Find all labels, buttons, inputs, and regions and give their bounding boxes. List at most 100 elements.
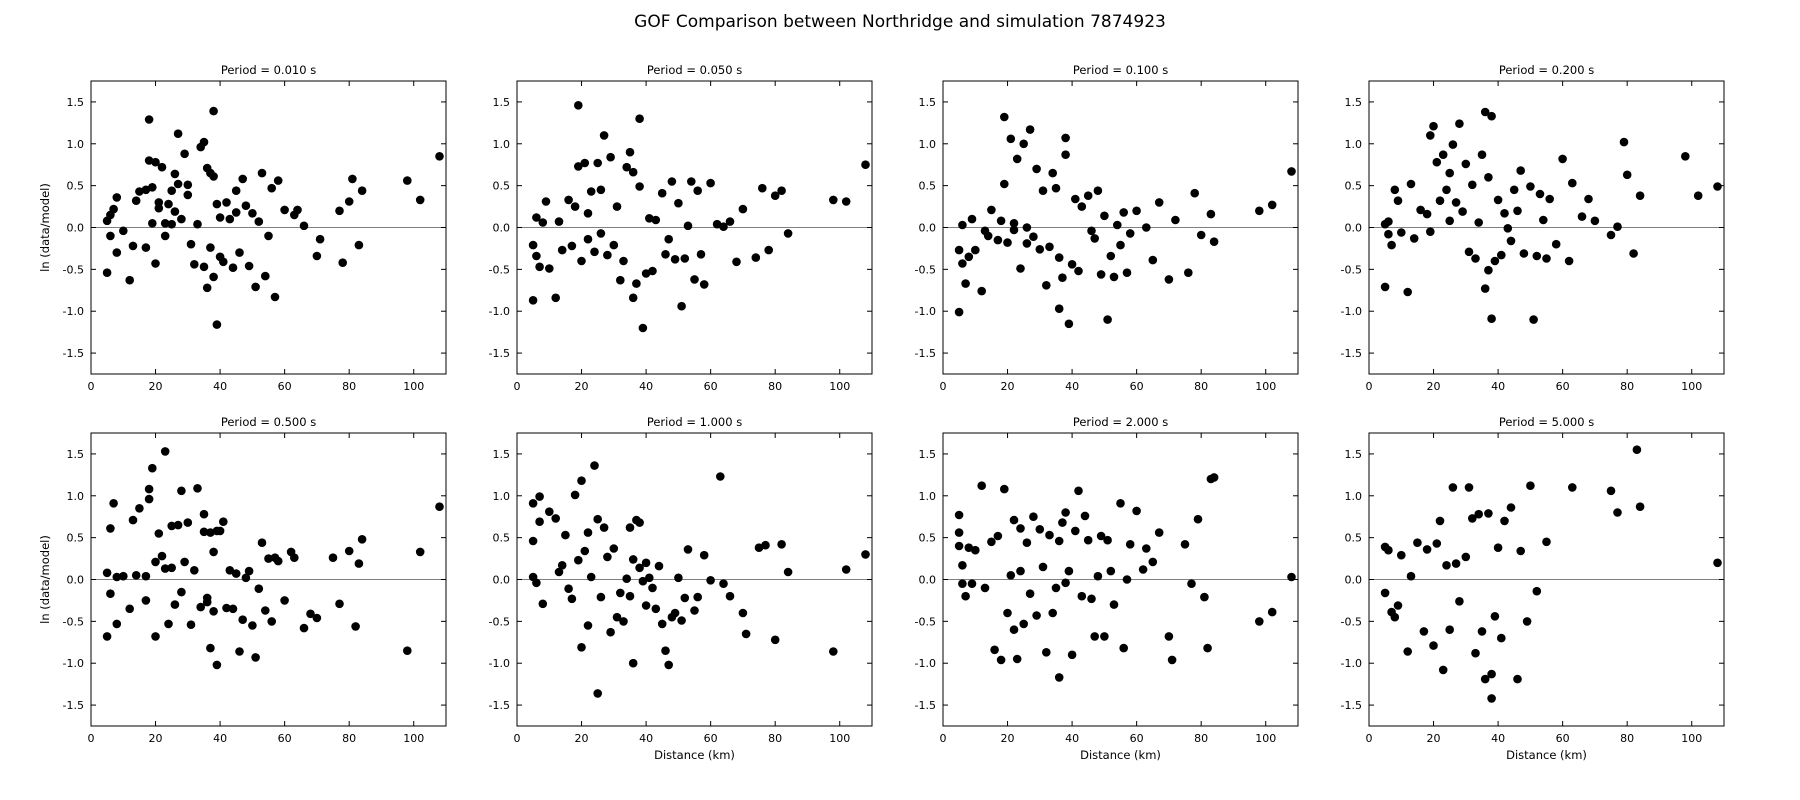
data-point [1171, 215, 1180, 225]
scatter-panel-5: 0 20 40 60 80 100 -1.5 -1.0 -0.5 0.0 0.5 1.0 1.5 Peri… [38, 415, 447, 745]
data-points [954, 473, 1296, 682]
data-point [1568, 483, 1577, 492]
data-point [1074, 486, 1083, 496]
x-tick-label: 0 [88, 380, 95, 393]
data-point [299, 221, 309, 231]
data-point [761, 540, 770, 550]
data-point [1103, 535, 1112, 545]
y-axis-label: ln (data/model) [38, 535, 52, 624]
data-point [1209, 237, 1219, 246]
data-point [167, 219, 176, 229]
y-tick-label: 0.5 [1345, 532, 1363, 545]
data-point [674, 198, 683, 208]
data-point [1000, 112, 1009, 122]
data-point [635, 182, 644, 191]
data-point [299, 623, 309, 633]
y-tick-label: -0.5 [489, 263, 510, 276]
data-point [829, 195, 838, 205]
data-point [1100, 211, 1109, 221]
data-point [674, 573, 683, 583]
data-point [1106, 251, 1116, 261]
data-point [1426, 131, 1435, 140]
panel-title: Period = 0.200 s [1499, 63, 1594, 77]
scatter-panel-6: 0 20 40 60 80 100 -1.5 -1.0 -0.5 0.0 0.5 1.0 1.5 Peri… [489, 415, 873, 762]
data-point [596, 592, 606, 602]
x-tick-label: 20 [1427, 380, 1441, 393]
data-point [157, 551, 167, 561]
data-point [177, 587, 186, 597]
data-point [357, 535, 367, 544]
x-tick-label: 100 [403, 732, 424, 745]
x-tick-label: 100 [829, 380, 850, 393]
x-tick-label: 60 [1130, 380, 1144, 393]
data-point [958, 579, 967, 588]
x-tick-label: 40 [639, 732, 653, 745]
data-point [1474, 509, 1483, 519]
data-point [545, 264, 554, 273]
data-point [1632, 445, 1642, 455]
data-point [193, 484, 202, 493]
data-point [725, 217, 735, 226]
data-point [638, 576, 648, 586]
data-point [1038, 562, 1048, 572]
data-point [1061, 578, 1070, 588]
data-point [1087, 226, 1096, 236]
data-point [1132, 506, 1141, 516]
data-point [1064, 319, 1074, 329]
data-point [551, 514, 560, 523]
data-point [238, 615, 247, 624]
y-tick-label: -1.5 [63, 699, 84, 712]
x-tick-label: 0 [940, 380, 947, 393]
data-point [635, 563, 644, 573]
data-point [958, 220, 967, 230]
data-point [1490, 612, 1500, 621]
data-point [344, 197, 354, 206]
data-point [958, 561, 967, 570]
data-point [1713, 182, 1722, 191]
data-point [177, 486, 186, 496]
data-point [1445, 168, 1454, 178]
x-tick-label: 20 [1427, 732, 1441, 745]
data-point [206, 643, 215, 653]
data-point [1622, 170, 1632, 180]
data-point [1190, 188, 1199, 198]
data-point [693, 592, 702, 602]
data-point [1522, 617, 1532, 626]
data-point [1497, 633, 1506, 643]
x-tick-label: 60 [278, 380, 292, 393]
data-point [954, 245, 964, 255]
data-point [1054, 673, 1064, 682]
data-point [209, 172, 218, 181]
data-point [1613, 508, 1622, 517]
data-point [1009, 515, 1019, 525]
data-point [1116, 240, 1125, 250]
data-point [699, 550, 709, 560]
data-point [764, 245, 773, 255]
data-point [254, 584, 264, 593]
data-point [1006, 134, 1016, 144]
data-point [648, 583, 657, 593]
data-point [1529, 315, 1538, 324]
data-point [1387, 240, 1396, 250]
y-tick-label: -1.0 [489, 657, 510, 670]
data-point [783, 567, 793, 577]
scatter-panel-8: 0 20 40 60 80 100 -1.5 -1.0 -0.5 0.0 0.5 1.0 1.5 Peri… [1341, 415, 1725, 762]
data-point [173, 129, 183, 138]
data-point [1513, 674, 1522, 684]
data-point [154, 203, 164, 213]
data-point [102, 268, 112, 278]
data-points [1380, 107, 1722, 324]
data-point [144, 115, 154, 124]
data-point [290, 553, 299, 562]
data-point [1122, 268, 1132, 278]
data-point [1455, 597, 1464, 606]
data-point [635, 114, 644, 123]
data-point [770, 635, 780, 645]
data-point [586, 572, 596, 582]
data-point [528, 536, 538, 546]
data-point [1432, 539, 1442, 548]
data-point [1164, 275, 1174, 284]
y-tick-label: 0.5 [1345, 180, 1363, 193]
y-tick-label: 1.5 [67, 96, 85, 109]
data-point [635, 518, 644, 527]
